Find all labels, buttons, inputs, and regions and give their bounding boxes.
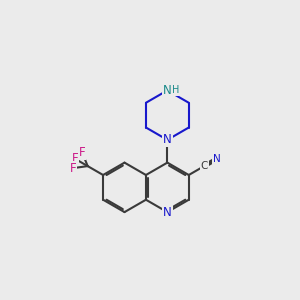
Text: N: N xyxy=(163,134,172,146)
Text: C: C xyxy=(200,161,208,171)
Text: N: N xyxy=(163,206,172,219)
Text: N: N xyxy=(213,154,220,164)
Text: F: F xyxy=(71,152,78,165)
Text: H: H xyxy=(172,85,179,95)
Text: N: N xyxy=(163,84,172,97)
Text: F: F xyxy=(79,146,86,159)
Text: F: F xyxy=(70,162,76,175)
